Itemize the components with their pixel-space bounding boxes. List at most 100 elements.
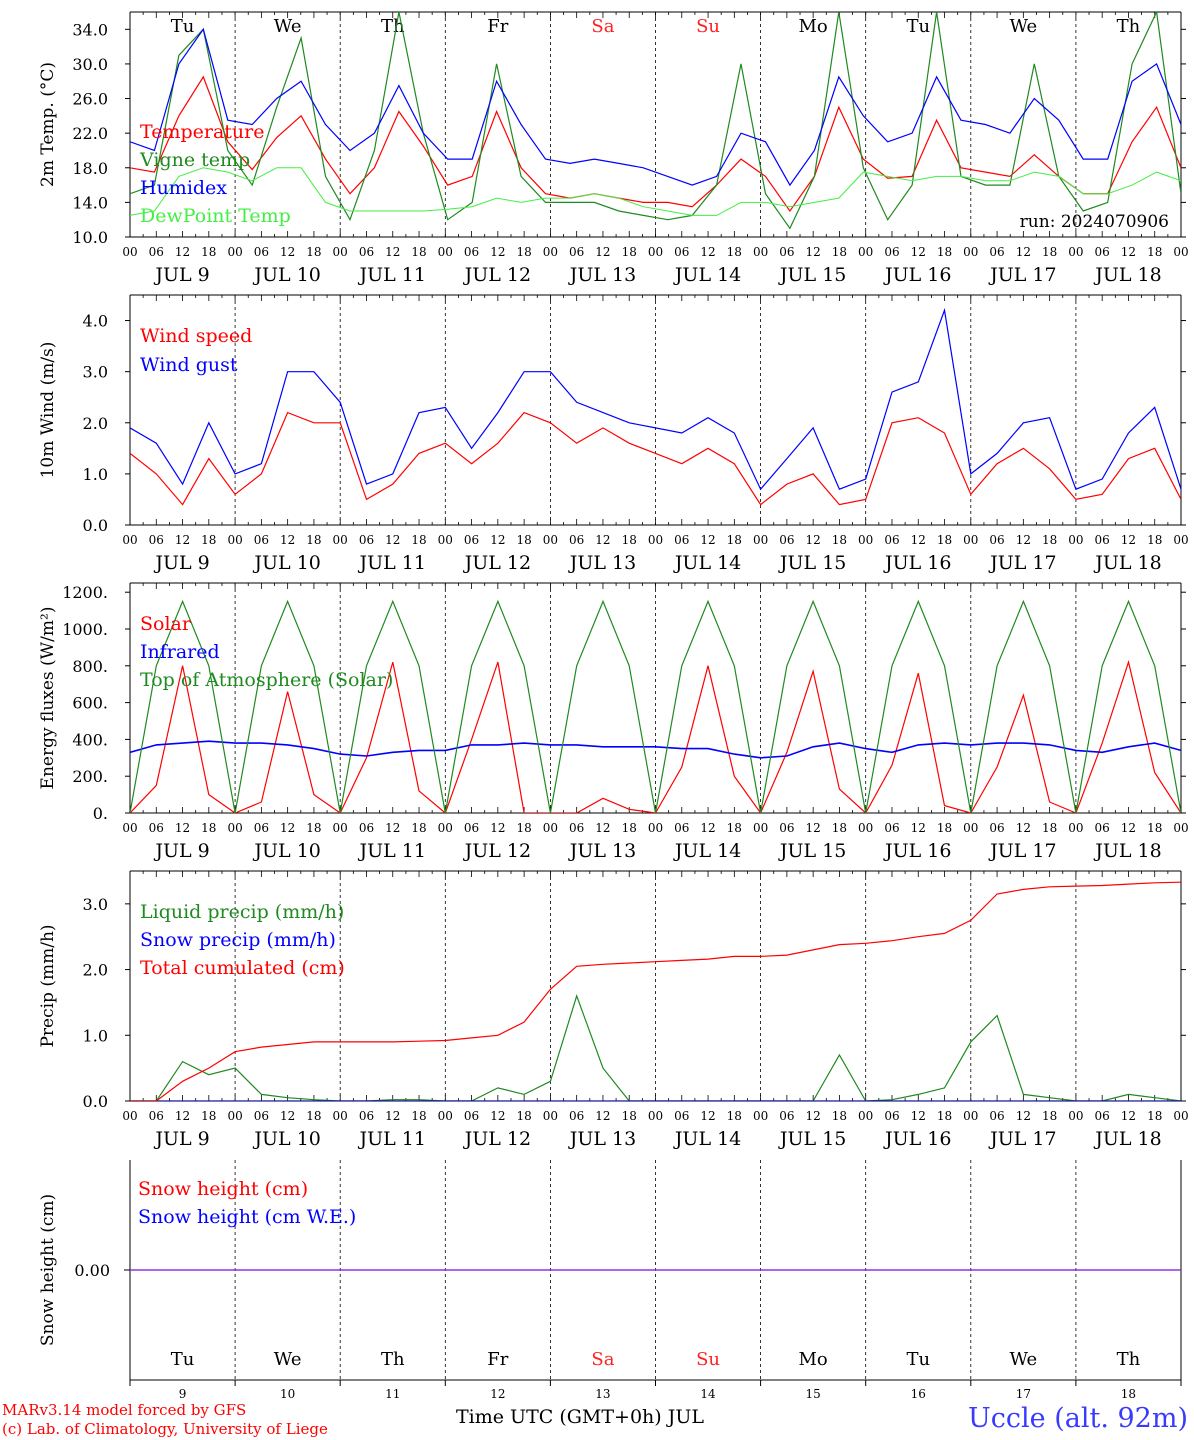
date-label: JUL 16 bbox=[883, 552, 951, 574]
hour-label: 00 bbox=[543, 1109, 558, 1123]
series-line-humidex bbox=[130, 27, 1181, 187]
hour-label: 12 bbox=[1121, 821, 1136, 835]
date-label: JUL 17 bbox=[988, 264, 1056, 286]
series-group bbox=[130, 307, 1181, 506]
day-of-week-label: Fr bbox=[487, 16, 508, 37]
hour-label: 12 bbox=[385, 1109, 400, 1123]
series-line-vigne-temp bbox=[130, 12, 1181, 230]
hour-label: 00 bbox=[122, 1109, 137, 1123]
legend-entry: Snow height (cm W.E.) bbox=[138, 1206, 356, 1228]
hour-label: 06 bbox=[149, 533, 164, 547]
date-label: JUL 10 bbox=[252, 264, 320, 286]
date-label: JUL 14 bbox=[673, 1128, 741, 1150]
hour-label: 18 bbox=[201, 533, 216, 547]
hour-label: 00 bbox=[648, 533, 663, 547]
y-axis-title: Energy fluxes (W/m²) bbox=[38, 607, 58, 790]
series-line-dewpoint-temp bbox=[130, 167, 1181, 216]
hour-label: 06 bbox=[1095, 1109, 1110, 1123]
hour-label: 06 bbox=[989, 533, 1004, 547]
hour-label: 12 bbox=[175, 245, 190, 259]
hour-label: 12 bbox=[806, 1109, 821, 1123]
time-axis-label: Time UTC (GMT+0h) JUL bbox=[456, 1406, 704, 1428]
hour-label: 00 bbox=[227, 245, 242, 259]
hour-label: 18 bbox=[1042, 821, 1057, 835]
date-label: JUL 15 bbox=[778, 1128, 846, 1150]
hour-label: 06 bbox=[359, 533, 374, 547]
day-number-label: 12 bbox=[490, 1387, 505, 1401]
y-axis-title: Precip (mm/h) bbox=[38, 924, 58, 1047]
hour-label: 00 bbox=[122, 245, 137, 259]
hour-label: 00 bbox=[1068, 821, 1083, 835]
date-label: JUL 15 bbox=[778, 264, 846, 286]
hour-label: 06 bbox=[1095, 533, 1110, 547]
hour-label: 00 bbox=[753, 1109, 768, 1123]
date-label: JUL 13 bbox=[568, 552, 636, 574]
y-tick-label: 14.0 bbox=[72, 193, 108, 212]
y-tick-label: 10.0 bbox=[72, 228, 108, 247]
series-line-total-cumulated-cm- bbox=[130, 881, 1181, 1101]
hour-label: 00 bbox=[438, 821, 453, 835]
hour-label: 12 bbox=[806, 533, 821, 547]
hour-label: 18 bbox=[937, 821, 952, 835]
date-label: JUL 18 bbox=[1093, 552, 1161, 574]
hour-label: 12 bbox=[175, 533, 190, 547]
day-of-week-label: Tu bbox=[171, 1349, 195, 1370]
panel-5: 0.00 Snow height (cm) Tu We Th Fr Sa Su Mo Tu We Th… bbox=[38, 1160, 1182, 1401]
date-label: JUL 9 bbox=[153, 1128, 209, 1150]
run-annotation: run: 2024070906 bbox=[1020, 212, 1169, 232]
hour-label: 00 bbox=[648, 821, 663, 835]
day-of-week-label: Sa bbox=[591, 1349, 614, 1370]
day-number-label: 18 bbox=[1121, 1387, 1136, 1401]
hour-label: 18 bbox=[411, 821, 426, 835]
y-tick-label: 600. bbox=[72, 694, 108, 713]
date-label: JUL 10 bbox=[252, 840, 320, 862]
hour-label: 12 bbox=[595, 1109, 610, 1123]
y-tick-label: 0.00 bbox=[74, 1261, 110, 1280]
model-credit: MARv3.14 model forced by GFS bbox=[2, 1401, 247, 1419]
hour-label: 00 bbox=[333, 1109, 348, 1123]
hour-label: 06 bbox=[464, 245, 479, 259]
hour-label: 12 bbox=[490, 1109, 505, 1123]
hour-label: 18 bbox=[516, 245, 531, 259]
panel-2: 0.0 1.0 2.0 3.0 4.0 10m Wind (m/s) 00 06 12 18 00 0… bbox=[38, 294, 1189, 574]
hour-label: 12 bbox=[1016, 533, 1031, 547]
legend-entry: Total cumulated (cm) bbox=[140, 957, 345, 979]
day-number-label: 17 bbox=[1016, 1387, 1031, 1401]
day-of-week-label: Mo bbox=[799, 1349, 828, 1370]
hour-label: 18 bbox=[832, 1109, 847, 1123]
series-line-temperature bbox=[130, 75, 1181, 213]
hour-label: 18 bbox=[727, 533, 742, 547]
hour-label: 00 bbox=[753, 821, 768, 835]
day-of-week-label: We bbox=[274, 16, 302, 37]
y-tick-label: 0. bbox=[93, 804, 108, 823]
hour-label: 12 bbox=[1016, 1109, 1031, 1123]
hour-label: 18 bbox=[516, 533, 531, 547]
date-label: JUL 13 bbox=[568, 264, 636, 286]
date-label: JUL 12 bbox=[463, 840, 531, 862]
date-label: JUL 16 bbox=[883, 840, 951, 862]
date-label: JUL 15 bbox=[778, 552, 846, 574]
hour-label: 06 bbox=[569, 821, 584, 835]
day-number-label: 16 bbox=[911, 1387, 926, 1401]
lab-credit: (c) Lab. of Climatology, University of L… bbox=[2, 1420, 328, 1438]
hour-label: 00 bbox=[1173, 1109, 1188, 1123]
hour-label: 18 bbox=[1147, 1109, 1162, 1123]
hour-label: 00 bbox=[227, 533, 242, 547]
day-of-week-label: Th bbox=[381, 1349, 405, 1370]
hour-label: 06 bbox=[254, 245, 269, 259]
date-label: JUL 18 bbox=[1093, 1128, 1161, 1150]
date-label: JUL 17 bbox=[988, 840, 1056, 862]
hour-label: 12 bbox=[911, 245, 926, 259]
date-label: JUL 9 bbox=[153, 840, 209, 862]
legend-entry: Liquid precip (mm/h) bbox=[140, 901, 344, 923]
day-of-week-label: Sa bbox=[591, 16, 614, 37]
hour-label: 00 bbox=[122, 533, 137, 547]
day-number-label: 10 bbox=[280, 1387, 295, 1401]
y-tick-label: 3.0 bbox=[83, 895, 108, 914]
y-tick-label: 400. bbox=[72, 730, 108, 749]
hour-label: 06 bbox=[989, 1109, 1004, 1123]
hour-label: 06 bbox=[1095, 245, 1110, 259]
hour-label: 00 bbox=[963, 1109, 978, 1123]
hour-label: 12 bbox=[385, 821, 400, 835]
